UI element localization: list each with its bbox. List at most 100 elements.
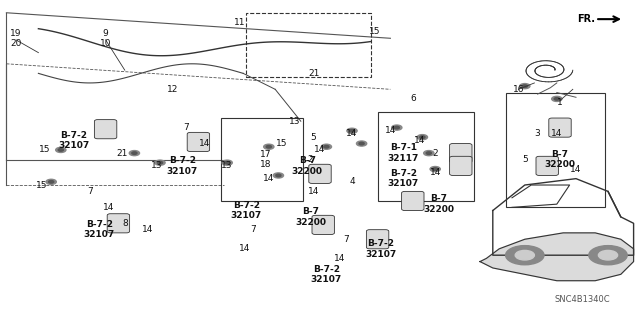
Circle shape xyxy=(394,126,399,129)
Circle shape xyxy=(515,250,534,260)
Text: 2: 2 xyxy=(433,149,438,158)
Circle shape xyxy=(56,147,66,152)
Circle shape xyxy=(359,142,364,145)
FancyBboxPatch shape xyxy=(549,118,572,137)
Text: 3: 3 xyxy=(535,130,540,138)
Text: 14: 14 xyxy=(239,244,251,253)
Circle shape xyxy=(424,151,434,156)
Text: 14: 14 xyxy=(308,187,319,196)
FancyBboxPatch shape xyxy=(402,191,424,211)
Text: 14: 14 xyxy=(199,139,211,148)
Text: 21: 21 xyxy=(308,69,319,78)
Text: 15: 15 xyxy=(39,145,51,154)
Text: 9
10: 9 10 xyxy=(100,29,111,48)
Circle shape xyxy=(132,152,137,154)
Circle shape xyxy=(157,161,163,164)
Text: 14: 14 xyxy=(551,130,563,138)
Text: B-7-2
32107: B-7-2 32107 xyxy=(311,265,342,284)
Text: 14: 14 xyxy=(346,130,358,138)
Circle shape xyxy=(554,98,559,100)
Circle shape xyxy=(49,181,54,183)
Text: 14: 14 xyxy=(570,165,582,174)
Circle shape xyxy=(356,141,367,146)
Circle shape xyxy=(276,174,281,177)
Text: B-7-2
32107: B-7-2 32107 xyxy=(84,220,115,239)
FancyBboxPatch shape xyxy=(366,230,389,249)
Circle shape xyxy=(225,161,230,164)
Circle shape xyxy=(266,145,271,148)
Circle shape xyxy=(598,250,618,260)
Text: 14: 14 xyxy=(429,168,441,177)
Circle shape xyxy=(552,96,562,101)
Text: B-7
32200: B-7 32200 xyxy=(423,195,454,214)
Text: 14: 14 xyxy=(385,126,396,135)
Circle shape xyxy=(392,125,402,130)
Text: B-7-2
32107: B-7-2 32107 xyxy=(231,201,262,220)
Text: 14: 14 xyxy=(413,136,425,145)
Circle shape xyxy=(349,130,355,132)
Text: 19
20: 19 20 xyxy=(10,29,22,48)
Circle shape xyxy=(321,144,332,149)
Text: 5: 5 xyxy=(522,155,527,164)
Text: B-7-2
32107: B-7-2 32107 xyxy=(58,131,89,150)
Text: 7: 7 xyxy=(250,225,255,234)
Text: 7: 7 xyxy=(183,123,188,132)
Text: B-7-2
32107: B-7-2 32107 xyxy=(167,156,198,175)
Circle shape xyxy=(426,152,431,154)
Text: 7: 7 xyxy=(87,187,92,196)
FancyBboxPatch shape xyxy=(312,215,334,234)
Circle shape xyxy=(420,136,425,138)
Text: 21: 21 xyxy=(116,149,127,158)
Text: 4: 4 xyxy=(349,177,355,186)
Circle shape xyxy=(155,160,165,165)
Text: B-7
32200: B-7 32200 xyxy=(295,207,326,226)
Text: 13: 13 xyxy=(289,117,300,126)
FancyBboxPatch shape xyxy=(309,164,332,183)
FancyBboxPatch shape xyxy=(187,132,210,152)
Text: 15: 15 xyxy=(276,139,287,148)
Circle shape xyxy=(46,179,56,184)
Text: 17
18: 17 18 xyxy=(260,150,271,169)
Polygon shape xyxy=(480,233,634,281)
Circle shape xyxy=(589,246,627,265)
Text: B-7-1
32117: B-7-1 32117 xyxy=(387,144,419,163)
Text: B-7-2
32107: B-7-2 32107 xyxy=(388,169,419,188)
Text: 1: 1 xyxy=(557,98,563,107)
Text: 11: 11 xyxy=(234,18,246,27)
Circle shape xyxy=(273,173,284,178)
Text: 15: 15 xyxy=(369,27,380,36)
FancyBboxPatch shape xyxy=(536,156,559,175)
Text: 7: 7 xyxy=(343,235,348,244)
Circle shape xyxy=(129,151,140,156)
Circle shape xyxy=(520,84,530,89)
Circle shape xyxy=(324,145,329,148)
Text: 13: 13 xyxy=(221,161,233,170)
Circle shape xyxy=(347,128,357,133)
Text: SNC4B1340C: SNC4B1340C xyxy=(555,295,610,304)
FancyBboxPatch shape xyxy=(107,214,129,233)
Circle shape xyxy=(522,85,527,87)
Circle shape xyxy=(417,135,428,140)
Text: B-7
32200: B-7 32200 xyxy=(292,156,323,175)
Text: 6: 6 xyxy=(410,94,415,103)
Circle shape xyxy=(430,167,440,172)
Circle shape xyxy=(58,149,63,151)
Text: 14: 14 xyxy=(333,254,345,263)
Text: 12: 12 xyxy=(167,85,179,94)
Circle shape xyxy=(433,168,438,170)
FancyBboxPatch shape xyxy=(450,156,472,175)
Text: 16: 16 xyxy=(513,85,524,94)
Text: 13: 13 xyxy=(151,161,163,170)
Text: 14: 14 xyxy=(263,174,275,183)
Circle shape xyxy=(222,160,232,165)
Text: 14: 14 xyxy=(314,145,326,154)
Text: B-7-2
32107: B-7-2 32107 xyxy=(365,239,396,258)
FancyBboxPatch shape xyxy=(95,120,116,139)
Text: FR.: FR. xyxy=(577,14,595,24)
Circle shape xyxy=(506,246,544,265)
Circle shape xyxy=(264,144,274,149)
Text: B-7
32200: B-7 32200 xyxy=(545,150,575,169)
Text: 8: 8 xyxy=(122,219,127,228)
Text: 2: 2 xyxy=(308,155,313,164)
Text: 5: 5 xyxy=(311,133,316,142)
